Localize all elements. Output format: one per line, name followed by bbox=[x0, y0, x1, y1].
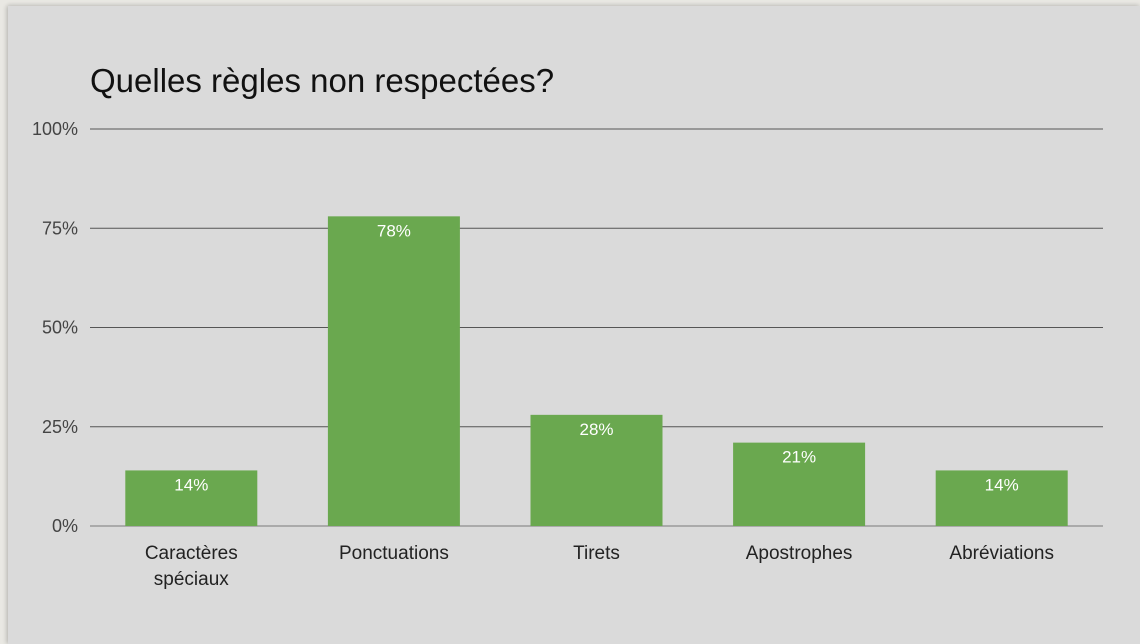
y-axis-ticks: 0% 25% 50% 75% 100% bbox=[32, 119, 78, 536]
x-axis-labels: Caractères spéciaux Ponctuations Tirets Apos… bbox=[145, 543, 1054, 590]
bars bbox=[125, 216, 1068, 526]
chart-title: Quelles règles non respectées? bbox=[90, 62, 554, 99]
y-tick-label: 75% bbox=[42, 218, 78, 238]
data-label: 78% bbox=[377, 221, 411, 240]
bar bbox=[327, 216, 460, 526]
data-label: 14% bbox=[985, 475, 1019, 494]
data-labels: 14% 78% 28% 21% 14% bbox=[174, 221, 1018, 494]
data-label: 14% bbox=[174, 475, 208, 494]
y-tick-label: 0% bbox=[52, 516, 78, 536]
x-tick-label: Tirets bbox=[573, 543, 620, 564]
x-tick-label: Ponctuations bbox=[339, 543, 449, 564]
x-tick-label: Apostrophes bbox=[746, 543, 853, 564]
bar bbox=[125, 470, 258, 526]
y-tick-label: 100% bbox=[32, 119, 78, 139]
data-label: 21% bbox=[782, 448, 816, 467]
x-tick-label: Abréviations bbox=[949, 543, 1054, 564]
y-tick-label: 25% bbox=[42, 417, 78, 437]
data-label: 28% bbox=[579, 420, 613, 439]
bar bbox=[733, 442, 866, 526]
y-tick-label: 50% bbox=[42, 318, 78, 338]
x-tick-label: Caractères spéciaux bbox=[145, 543, 238, 590]
bar bbox=[935, 470, 1068, 526]
bar bbox=[530, 414, 663, 526]
chart-panel bbox=[8, 6, 1140, 644]
